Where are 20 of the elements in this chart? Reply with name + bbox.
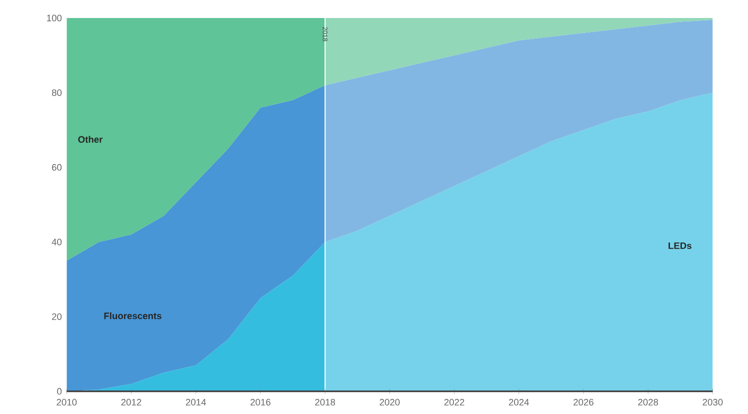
x-tick-label: 2020 — [380, 398, 400, 406]
x-tick-label: 2016 — [250, 398, 270, 406]
x-tick-label: 2030 — [702, 398, 723, 406]
x-tick-label: 2018 — [315, 398, 336, 406]
y-tick-label: 20 — [52, 313, 62, 320]
y-tick-label: 60 — [52, 164, 62, 171]
x-tick-label: 2026 — [574, 398, 594, 406]
series-label: Other — [78, 136, 103, 143]
x-tick-label: 2024 — [508, 398, 529, 406]
y-tick-label: 100 — [47, 14, 62, 22]
x-tick-label: 2022 — [444, 398, 464, 406]
y-tick-label: 40 — [52, 238, 62, 246]
series-label: Fluorescents — [104, 312, 162, 320]
x-tick-label: 2010 — [56, 398, 77, 406]
x-tick-label: 2028 — [638, 398, 658, 406]
x-tick-label: 2012 — [121, 398, 142, 406]
y-tick-label: 0 — [57, 388, 62, 395]
series-label: LEDs — [668, 242, 692, 249]
y-tick-label: 80 — [52, 89, 62, 96]
x-tick-label: 2014 — [186, 398, 206, 406]
